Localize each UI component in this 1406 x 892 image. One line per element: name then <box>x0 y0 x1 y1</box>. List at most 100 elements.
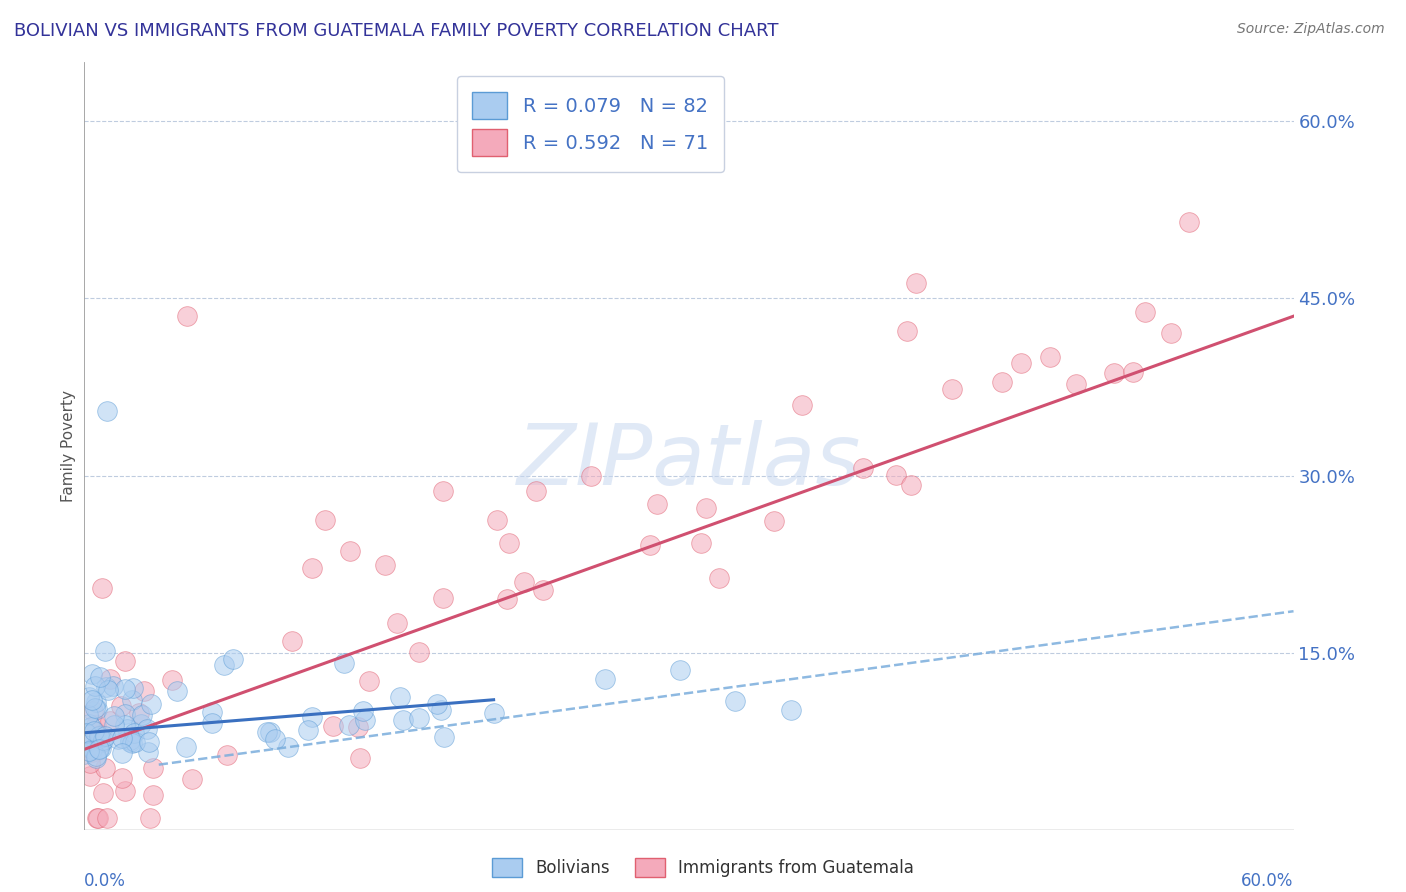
Point <box>77 716 100 731</box>
Point <box>94 729 117 743</box>
Point <box>94 761 117 775</box>
Text: BOLIVIAN VS IMMIGRANTS FROM GUATEMALA FAMILY POVERTY CORRELATION CHART: BOLIVIAN VS IMMIGRANTS FROM GUATEMALA FA… <box>14 22 779 40</box>
Point <box>139 811 162 825</box>
Point <box>142 761 165 775</box>
Point <box>709 571 731 585</box>
Point <box>181 772 204 786</box>
Point <box>141 788 163 802</box>
Point <box>138 735 160 749</box>
Point <box>96 811 118 825</box>
Point <box>91 733 114 747</box>
Point <box>114 654 136 668</box>
Point <box>132 684 155 698</box>
Point <box>277 740 299 755</box>
Point <box>347 720 370 734</box>
Point <box>80 742 103 756</box>
Point <box>121 693 143 707</box>
Point <box>91 786 114 800</box>
Point <box>638 538 661 552</box>
Point <box>141 698 163 712</box>
Text: 60.0%: 60.0% <box>1241 871 1294 889</box>
Point <box>96 403 118 417</box>
Text: 0.0%: 0.0% <box>84 871 127 889</box>
Point <box>89 670 111 684</box>
Point <box>1039 350 1062 364</box>
Point <box>79 756 101 770</box>
Point <box>1133 304 1156 318</box>
Point <box>120 735 142 749</box>
Point <box>579 468 602 483</box>
Point <box>174 740 197 755</box>
Point <box>645 497 668 511</box>
Point <box>884 467 907 482</box>
Point <box>80 746 103 760</box>
Point <box>89 729 111 743</box>
Point <box>86 811 108 825</box>
Point <box>374 558 396 572</box>
Point <box>75 726 97 740</box>
Point <box>429 703 451 717</box>
Point <box>114 718 136 732</box>
Point <box>90 735 112 749</box>
Point <box>385 615 408 630</box>
Legend: R = 0.079   N = 82, R = 0.592   N = 71: R = 0.079 N = 82, R = 0.592 N = 71 <box>457 76 724 172</box>
Point <box>79 769 101 783</box>
Point <box>96 680 118 694</box>
Point <box>87 742 110 756</box>
Point <box>392 713 415 727</box>
Point <box>115 722 138 736</box>
Point <box>354 713 377 727</box>
Point <box>84 718 107 732</box>
Point <box>689 536 711 550</box>
Point <box>97 683 120 698</box>
Point <box>128 706 150 721</box>
Point <box>904 276 927 290</box>
Point <box>91 581 114 595</box>
Point <box>349 751 371 765</box>
Point <box>301 710 323 724</box>
Point <box>1010 356 1032 370</box>
Point <box>83 724 105 739</box>
Point <box>114 707 136 722</box>
Point <box>408 711 430 725</box>
Point <box>301 561 323 575</box>
Point <box>482 706 505 720</box>
Point <box>314 513 336 527</box>
Point <box>121 736 143 750</box>
Point <box>1102 366 1125 380</box>
Point <box>531 583 554 598</box>
Point <box>352 704 374 718</box>
Point <box>84 748 107 763</box>
Point <box>120 733 142 747</box>
Point <box>160 673 183 687</box>
Point <box>79 744 101 758</box>
Point <box>297 723 319 737</box>
Point <box>333 656 356 670</box>
Point <box>256 725 278 739</box>
Point <box>80 693 103 707</box>
Point <box>432 591 454 605</box>
Point <box>114 784 136 798</box>
Point <box>136 722 159 736</box>
Point <box>84 679 107 693</box>
Point <box>281 634 304 648</box>
Point <box>114 681 136 696</box>
Point <box>84 701 107 715</box>
Point <box>941 382 963 396</box>
Point <box>84 696 107 710</box>
Point <box>263 732 285 747</box>
Point <box>792 398 814 412</box>
Point <box>498 536 520 550</box>
Point <box>103 709 125 723</box>
Point <box>131 708 153 723</box>
Point <box>762 514 785 528</box>
Point <box>90 740 112 755</box>
Point <box>84 750 107 764</box>
Point <box>111 771 134 785</box>
Point <box>852 460 875 475</box>
Point <box>98 714 121 728</box>
Point <box>82 705 104 719</box>
Point <box>668 663 690 677</box>
Point <box>222 652 245 666</box>
Point <box>695 500 717 515</box>
